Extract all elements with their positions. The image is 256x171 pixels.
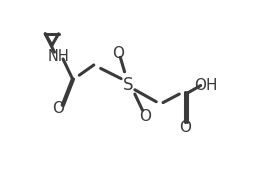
Text: O: O xyxy=(52,101,64,116)
Text: O: O xyxy=(139,109,151,124)
Text: O: O xyxy=(112,45,124,61)
Text: NH: NH xyxy=(48,49,70,64)
Text: OH: OH xyxy=(194,78,218,93)
Text: O: O xyxy=(179,120,191,135)
Text: S: S xyxy=(123,76,133,95)
